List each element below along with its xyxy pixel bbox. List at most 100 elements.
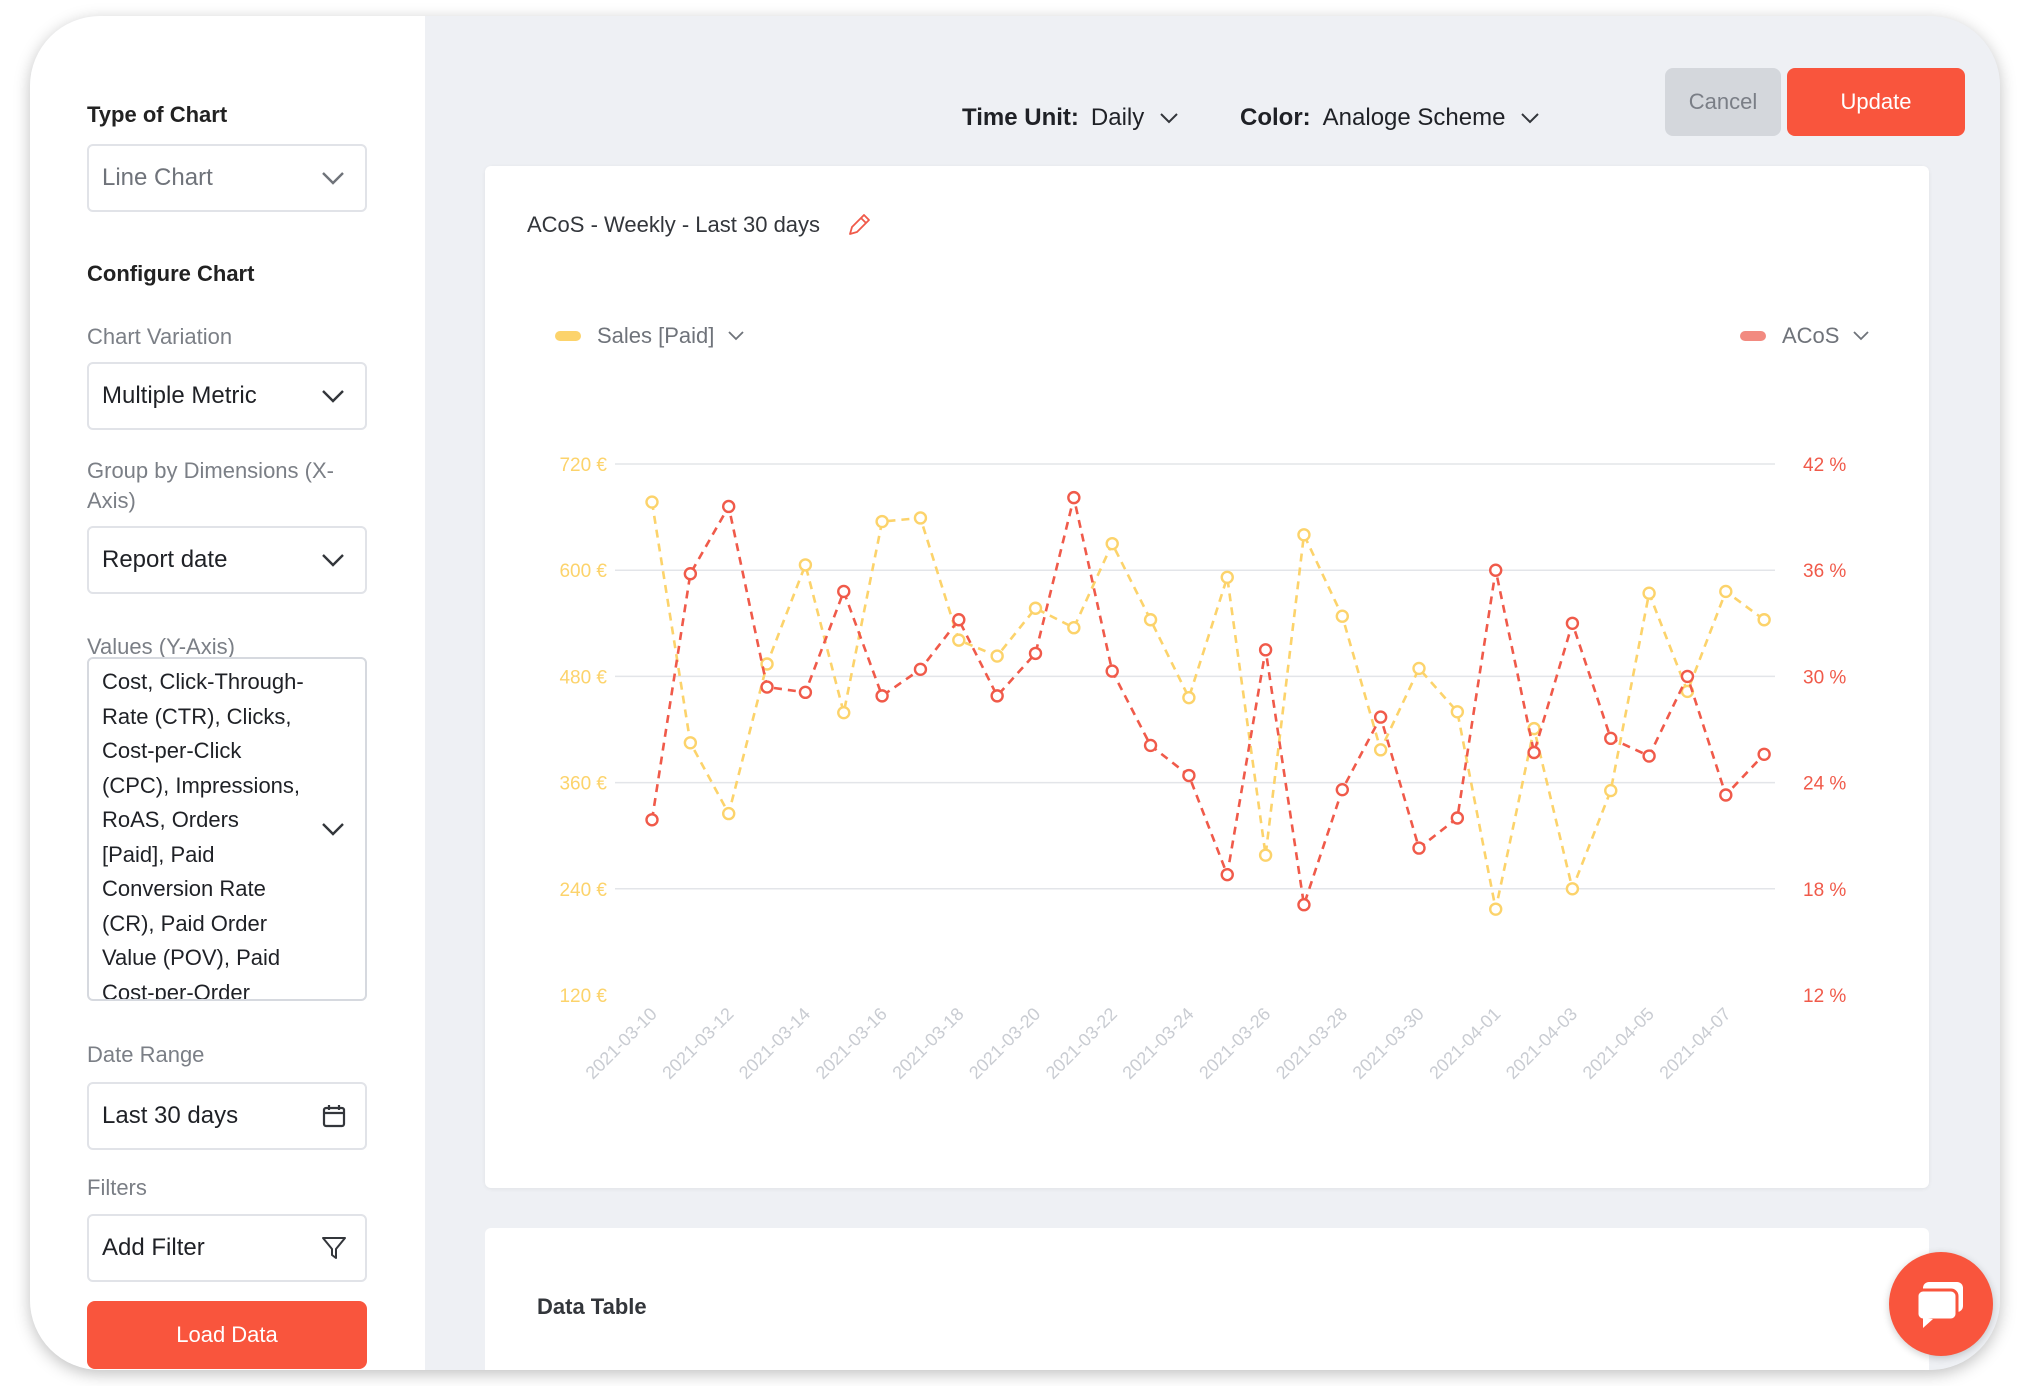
- data-point-acos: [1220, 867, 1234, 882]
- update-button[interactable]: Update: [1787, 68, 1965, 136]
- legend-acos[interactable]: ACoS: [1740, 323, 1870, 349]
- data-point-acos: [1067, 490, 1081, 505]
- data-point-sales: [1604, 783, 1618, 798]
- legend-sales[interactable]: Sales [Paid]: [555, 323, 745, 349]
- data-table-card: Data Table: [485, 1228, 1929, 1370]
- legend-acos-label: ACoS: [1782, 323, 1840, 348]
- y-right-tick-label: 18 %: [1803, 880, 1846, 901]
- y-right-tick-label: 42 %: [1803, 455, 1846, 476]
- data-point-sales: [837, 705, 851, 720]
- filters-label: Filters: [87, 1175, 147, 1200]
- data-point-sales: [1412, 661, 1426, 676]
- x-tick-label: 2021-03-10: [582, 1004, 661, 1083]
- x-tick-label: 2021-03-30: [1349, 1004, 1428, 1083]
- y-right-tick-label: 36 %: [1803, 561, 1846, 582]
- time-unit-value: Daily: [1090, 104, 1145, 131]
- x-tick-label: 2021-03-14: [735, 1004, 814, 1083]
- data-table-title: Data Table: [537, 1294, 647, 1319]
- data-point-sales: [1105, 536, 1119, 551]
- y-left-tick-label: 720 €: [559, 455, 607, 476]
- x-tick-label: 2021-03-22: [1042, 1004, 1121, 1083]
- data-point-acos: [1642, 749, 1656, 763]
- data-point-sales: [1220, 570, 1234, 584]
- x-tick-label: 2021-03-12: [658, 1004, 737, 1083]
- series-line-sales: [650, 501, 1765, 910]
- data-point-acos: [1489, 563, 1503, 577]
- chevron-down-icon: [728, 331, 745, 341]
- cancel-button[interactable]: Cancel: [1665, 68, 1781, 136]
- x-tick-label: 2021-04-01: [1425, 1004, 1504, 1083]
- values-multiselect[interactable]: Cost, Click-Through-Rate (CTR), Clicks, …: [87, 657, 367, 1001]
- data-point-acos: [1373, 710, 1388, 724]
- time-unit-label: Time Unit:: [962, 104, 1079, 131]
- x-tick-label: 2021-04-05: [1579, 1004, 1658, 1083]
- data-point-acos: [952, 613, 966, 627]
- config-sidebar: Type of Chart Line Chart Configure Chart…: [30, 16, 425, 1370]
- main-area: Time Unit: Daily Color: Analoge Scheme C…: [425, 16, 2000, 1370]
- data-point-acos: [760, 680, 774, 694]
- data-point-sales: [1450, 705, 1465, 719]
- x-tick-label: 2021-03-20: [965, 1004, 1044, 1083]
- calendar-icon: [322, 1105, 346, 1128]
- app-window: Type of Chart Line Chart Configure Chart…: [30, 16, 2000, 1370]
- data-point-sales: [1067, 621, 1081, 635]
- data-point-sales: [913, 511, 928, 525]
- configure-chart-title: Configure Chart: [87, 261, 255, 286]
- y-left-tick-label: 120 €: [559, 986, 607, 1007]
- data-point-sales: [1757, 613, 1771, 627]
- legend-swatch-acos: [1740, 331, 1766, 341]
- chevron-down-icon: [322, 554, 344, 567]
- data-point-sales: [760, 657, 774, 671]
- data-point-sales: [683, 736, 698, 750]
- data-point-sales: [1297, 528, 1311, 542]
- data-point-acos: [1412, 841, 1426, 855]
- data-point-sales: [1335, 609, 1349, 623]
- x-tick-label: 2021-03-24: [1118, 1004, 1197, 1083]
- line-chart: 720 € 42 % 600 € 36 % 480 € 30 % 360 € 24 % 240 …: [559, 455, 1846, 1083]
- type-of-chart-title: Type of Chart: [87, 102, 228, 127]
- data-point-sales: [721, 806, 736, 821]
- date-range-picker[interactable]: Last 30 days: [87, 1082, 367, 1150]
- chevron-down-icon: [1521, 112, 1540, 123]
- data-point-acos: [1604, 731, 1618, 746]
- data-point-acos: [1297, 898, 1311, 912]
- y-left-tick-label: 360 €: [559, 774, 607, 795]
- data-point-acos: [1680, 669, 1695, 684]
- data-point-acos: [1450, 811, 1465, 825]
- data-point-sales: [1028, 601, 1043, 615]
- x-tick-label: 2021-04-07: [1655, 1004, 1734, 1083]
- data-point-sales: [990, 649, 1004, 663]
- pencil-icon[interactable]: [846, 212, 872, 238]
- color-scheme-dropdown[interactable]: Color: Analoge Scheme: [1240, 104, 1540, 132]
- values-selected: Cost, Click-Through-Rate (CTR), Clicks, …: [102, 669, 304, 1001]
- data-point-sales: [952, 633, 966, 647]
- x-tick-label: 2021-03-16: [812, 1004, 891, 1083]
- add-filter-label: Add Filter: [102, 1234, 205, 1261]
- chart-variation-select[interactable]: Multiple Metric: [87, 362, 367, 430]
- chart-variation-value: Multiple Metric: [102, 382, 257, 409]
- chart-type-select[interactable]: Line Chart: [87, 144, 367, 212]
- chat-button[interactable]: [1889, 1252, 1993, 1356]
- y-right-tick-label: 24 %: [1803, 774, 1846, 795]
- data-point-acos: [990, 689, 1004, 703]
- x-tick-label: 2021-03-28: [1272, 1004, 1351, 1083]
- chevron-down-icon: [1853, 331, 1870, 341]
- data-point-acos: [875, 689, 889, 703]
- add-filter-button[interactable]: Add Filter: [87, 1214, 367, 1282]
- chart-type-value: Line Chart: [102, 164, 213, 191]
- series-line-acos: [650, 497, 1766, 906]
- data-point-acos: [1565, 616, 1580, 630]
- chart-title-row: ACoS - Weekly - Last 30 days: [527, 212, 872, 238]
- x-tick-label: 2021-03-18: [888, 1004, 967, 1083]
- data-point-acos: [721, 499, 736, 514]
- data-point-sales: [798, 558, 813, 572]
- group-by-select[interactable]: Report date: [87, 526, 367, 594]
- time-unit-dropdown[interactable]: Time Unit: Daily: [962, 104, 1178, 132]
- load-data-button[interactable]: Load Data: [87, 1301, 367, 1369]
- data-point-acos: [1527, 745, 1541, 760]
- data-point-sales: [875, 514, 889, 529]
- x-tick-label: 2021-03-26: [1195, 1004, 1274, 1083]
- data-point-sales: [1373, 743, 1388, 757]
- data-point-acos: [837, 584, 851, 599]
- data-point-sales: [1489, 902, 1503, 916]
